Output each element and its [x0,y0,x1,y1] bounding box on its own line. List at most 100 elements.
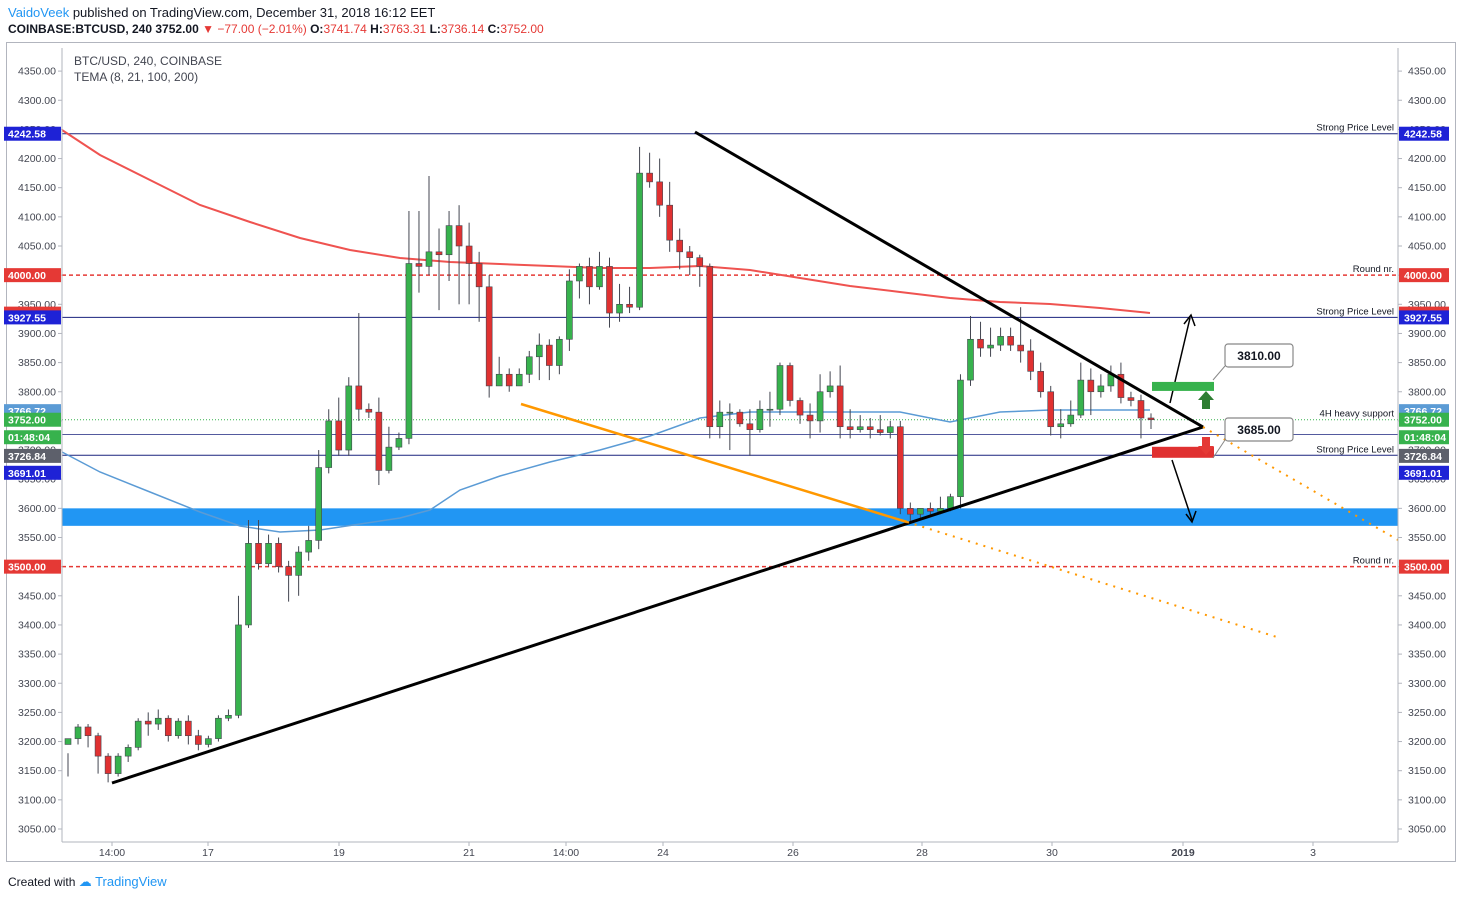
candle-body [215,717,222,739]
candle-body [616,303,623,314]
candle-body [205,738,212,745]
y-tick-label-left: 3250.00 [18,707,56,719]
candle-body [74,726,82,739]
y-tick-label-right: 3350.00 [1408,649,1446,661]
candle-body [94,735,102,757]
candle-body [826,385,834,393]
candle-body [997,336,1004,346]
tradingview-logo-icon: ☁ [78,874,92,889]
axes: 3050.00 3050.00 3100.00 3100.00 3150.00 3150.… [4,48,1449,859]
price-tag-left [4,559,61,574]
price-tag-label-right: 4000.00 [1404,270,1442,282]
y-tick-label-right: 3850.00 [1408,357,1446,369]
y-tick-label-right: 3150.00 [1408,765,1446,777]
author-link[interactable]: VaidoVeek [8,5,70,20]
x-tick-label: 14:00 [553,847,579,859]
y-tick-label-left: 3550.00 [18,532,56,544]
candle-body [455,225,463,247]
price-level-label: Strong Price Level [1316,123,1394,134]
tema-200-line [61,129,1151,314]
x-tick-label: 24 [657,847,669,859]
candle-body [164,717,172,737]
x-tick-label: 3 [1310,847,1316,859]
tradingview-brand[interactable]: TradingView [95,874,167,889]
candle-body [686,251,694,258]
candle-body [144,720,152,725]
candle-body [776,365,784,410]
price-level-label: Round nr. [1353,264,1394,275]
candle-body [626,303,633,308]
candle-body [596,266,603,288]
candle-body [265,543,272,565]
candle-body [696,257,704,267]
candle-body [756,408,764,430]
candle-body [365,408,373,413]
candle-body [967,338,974,381]
y-tick-label-left: 4200.00 [18,153,56,165]
candle-body [766,408,774,411]
publish-header: VaidoVeek published on TradingView.com, … [8,5,435,20]
candle-body [907,508,914,515]
legend-indicator: TEMA (8, 21, 100, 200) [74,70,199,84]
y-tick-label-left: 3850.00 [18,357,56,369]
price-tag-label-right: 4242.58 [1404,129,1442,141]
low-label: L: [429,22,441,36]
x-tick-label: 14:00 [99,847,125,859]
down-arrow-icon: ▼ [202,22,214,36]
open-label: O: [310,22,324,36]
price-tag-label-right: 3500.00 [1404,562,1442,574]
candle-body [716,411,724,428]
candle-body [796,400,804,416]
candle-body [1087,379,1095,393]
candle-body [1017,344,1024,352]
price-tag-left [4,268,61,283]
y-tick-label-right: 3800.00 [1408,386,1446,398]
upper-trendline [694,130,1204,429]
candle-body [1007,336,1014,346]
close-label: C: [487,22,501,36]
price-tag-label-left: 3726.84 [8,451,46,463]
y-tick-label-right: 4150.00 [1408,182,1446,194]
candles [64,146,1155,783]
candle-body [345,385,353,451]
open-value: 3741.74 [323,22,367,36]
y-tick-label-right: 3100.00 [1408,794,1446,806]
candle-body [395,438,403,448]
candle-body [405,263,413,439]
y-tick-label-right: 3300.00 [1408,678,1446,690]
price-tag-label-right: 3752.00 [1404,415,1442,427]
y-tick-label-left: 3200.00 [18,736,56,748]
price-tag-right [1399,310,1449,325]
price-tag-left [4,448,61,463]
candle-body [1147,417,1155,421]
price-change: −77.00 (−2.01%) [217,22,307,36]
support-zone-rect [62,508,1398,526]
candle-body [1037,371,1044,393]
candle-body [556,338,563,366]
candle-body [1067,414,1075,425]
candle-body [866,426,874,430]
candle-body [917,508,924,515]
publish-info: published on TradingView.com, December 3… [72,5,436,20]
candle-body [385,446,393,471]
candle-body [1137,400,1145,419]
candle-body [546,344,553,366]
candle-body [84,726,92,737]
candle-body [987,344,994,349]
y-tick-label-right: 3450.00 [1408,590,1446,602]
candle-body [736,411,744,425]
candle-body [335,420,343,451]
price-tag-label-right: 3726.84 [1404,451,1442,463]
price-tag-label-right: 01:48:04 [1404,432,1446,444]
price-tag-label-left: 4242.58 [8,129,46,141]
candle-body [295,551,302,576]
price-tag-label-left: 3927.55 [8,312,46,324]
last-price: 3752.00 [155,22,199,36]
candle-body [275,543,282,567]
high-value: 3763.31 [382,22,427,36]
y-tick-label-left: 3900.00 [18,328,56,340]
chart-legend: BTC/USD, 240, COINBASE TEMA (8, 21, 100,… [74,53,222,85]
y-tick-label-right: 4200.00 [1408,153,1446,165]
price-tag-right [1399,412,1449,427]
